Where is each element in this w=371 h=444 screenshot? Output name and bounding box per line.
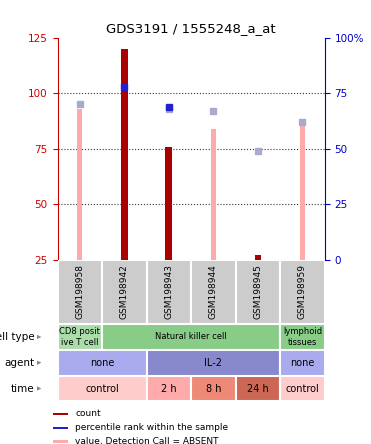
Text: percentile rank within the sample: percentile rank within the sample [75,423,228,432]
Text: control: control [286,384,319,393]
Text: GSM198944: GSM198944 [209,265,218,319]
Text: 8 h: 8 h [206,384,221,393]
Bar [102,260,147,324]
Bar [102,324,280,350]
Bar [255,255,261,260]
Bar [77,109,82,260]
Bar [300,124,305,260]
Text: IL-2: IL-2 [204,358,222,368]
Text: agent: agent [4,358,35,368]
Bar [211,129,216,260]
Bar [147,260,191,324]
Text: GSM198943: GSM198943 [164,265,173,319]
Bar [191,376,236,401]
Bar [165,147,172,260]
Bar [121,49,128,260]
Bar [58,376,147,401]
Bar [58,350,147,376]
Text: 2 h: 2 h [161,384,177,393]
Text: Natural killer cell: Natural killer cell [155,333,227,341]
Text: none: none [90,358,114,368]
Text: control: control [85,384,119,393]
Bar [280,324,325,350]
Title: GDS3191 / 1555248_a_at: GDS3191 / 1555248_a_at [106,22,276,35]
Bar [236,376,280,401]
Text: count: count [75,409,101,419]
Text: none: none [290,358,315,368]
Bar [53,427,68,429]
Bar [147,376,191,401]
Text: lymphoid
tissues: lymphoid tissues [283,327,322,347]
Bar [280,260,325,324]
Text: time: time [11,384,35,393]
Text: cell type: cell type [0,332,35,342]
Bar [236,260,280,324]
Bar [280,350,325,376]
Text: CD8 posit
ive T cell: CD8 posit ive T cell [59,327,100,347]
Text: value, Detection Call = ABSENT: value, Detection Call = ABSENT [75,437,219,444]
Bar [280,376,325,401]
Text: 24 h: 24 h [247,384,269,393]
Bar [53,440,68,443]
Text: GSM198959: GSM198959 [298,265,307,319]
Bar [191,260,236,324]
Bar [147,350,280,376]
Text: GSM198958: GSM198958 [75,265,84,319]
Bar [58,324,102,350]
Bar [53,412,68,415]
Text: GSM198945: GSM198945 [253,265,262,319]
Bar [58,260,102,324]
Text: GSM198942: GSM198942 [120,265,129,319]
